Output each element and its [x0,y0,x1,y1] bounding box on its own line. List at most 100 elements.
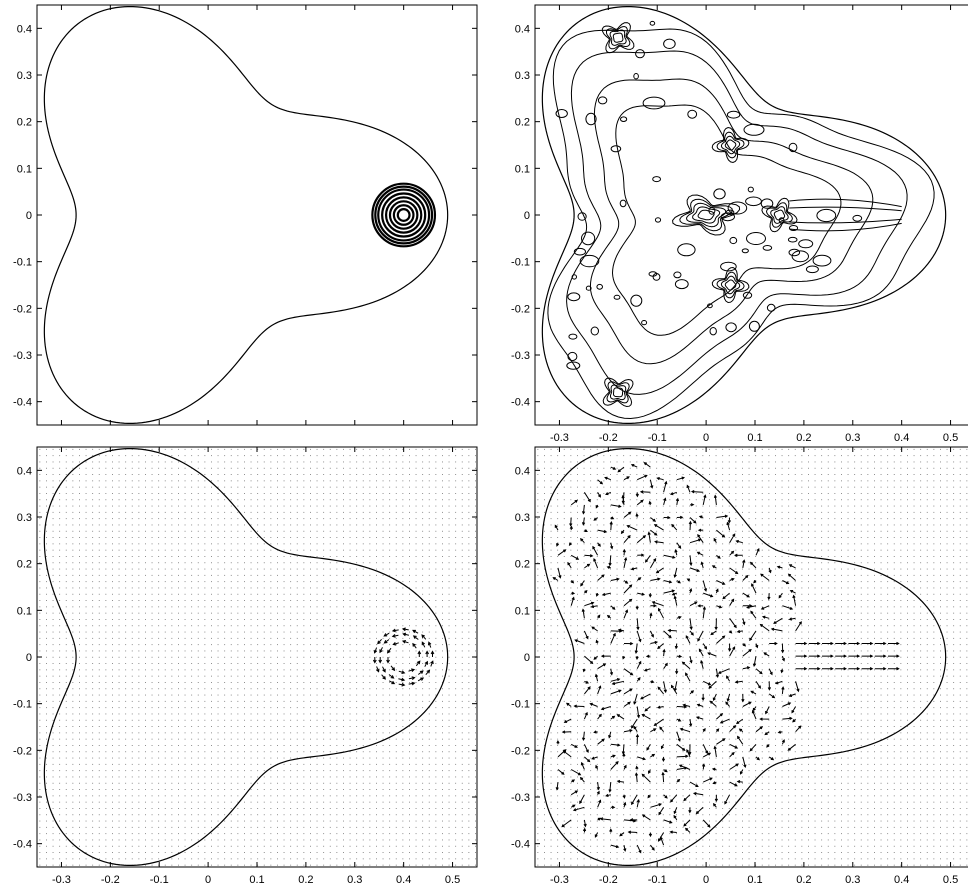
grid-dot [158,758,159,759]
grid-dot [132,827,133,828]
grid-dot [290,827,291,828]
grid-dot [537,550,538,551]
grid-dot [297,802,298,803]
grid-dot [46,707,47,708]
grid-dot [99,480,100,481]
grid-dot [270,808,271,809]
grid-dot [429,865,430,866]
grid-dot [343,657,344,658]
grid-dot [442,575,443,576]
grid-dot [270,840,271,841]
grid-dot [330,493,331,494]
grid-dot [105,758,106,759]
grid-dot [211,462,212,463]
grid-dot [350,745,351,746]
grid-dot [53,858,54,859]
grid-dot [165,676,166,677]
grid-dot [303,525,304,526]
grid-dot [369,707,370,708]
grid-dot [389,802,390,803]
grid-dot [369,531,370,532]
grid-dot [356,455,357,456]
grid-dot [343,846,344,847]
grid-dot [178,840,179,841]
grid-dot [402,531,403,532]
grid-dot [191,865,192,866]
grid-dot [231,537,232,538]
grid-dot [303,745,304,746]
grid-dot [218,745,219,746]
grid-dot [99,676,100,677]
grid-dot [343,480,344,481]
grid-dot [264,833,265,834]
grid-dot [350,726,351,727]
grid-dot [145,556,146,557]
grid-dot [376,575,377,576]
grid-dot [53,506,54,507]
grid-dot [363,531,364,532]
grid-dot [66,777,67,778]
grid-dot [455,600,456,601]
grid-dot [237,865,238,866]
grid-dot [449,821,450,822]
grid-dot [132,751,133,752]
grid-dot [462,777,463,778]
grid-dot [119,802,120,803]
grid-dot [66,770,67,771]
grid-dot [231,840,232,841]
grid-dot [231,827,232,828]
grid-dot [449,600,450,601]
grid-dot [46,543,47,544]
grid-dot [257,625,258,626]
grid-dot [284,651,285,652]
grid-dot [53,575,54,576]
grid-dot [251,726,252,727]
grid-dot [350,600,351,601]
grid-dot [138,493,139,494]
grid-dot [158,575,159,576]
grid-dot [218,726,219,727]
grid-dot [251,701,252,702]
grid-dot [369,651,370,652]
grid-dot [409,858,410,859]
grid-dot [224,808,225,809]
grid-dot [99,865,100,866]
grid-dot [46,783,47,784]
grid-dot [204,569,205,570]
grid-dot [310,632,311,633]
grid-dot [211,474,212,475]
plot-area [44,7,447,424]
grid-dot [277,827,278,828]
vector-arrow [382,675,386,679]
grid-dot [39,512,40,513]
grid-dot [244,581,245,582]
grid-dot [237,525,238,526]
grid-dot [402,632,403,633]
grid-dot [86,632,87,633]
grid-dot [178,480,179,481]
y-tick-label: 0.2 [17,559,32,571]
grid-dot [46,821,47,822]
grid-dot [178,594,179,595]
grid-dot [383,518,384,519]
grid-dot [204,814,205,815]
grid-dot [105,600,106,601]
grid-dot [270,833,271,834]
grid-dot [59,858,60,859]
grid-dot [396,455,397,456]
grid-dot [435,865,436,866]
grid-dot [284,487,285,488]
grid-dot [363,562,364,563]
grid-dot [330,707,331,708]
grid-dot [112,462,113,463]
grid-dot [72,537,73,538]
grid-dot [152,676,153,677]
grid-dot [119,512,120,513]
grid-dot [475,827,476,828]
grid-dot [86,783,87,784]
grid-dot [99,808,100,809]
grid-dot [204,833,205,834]
grid-dot [53,455,54,456]
grid-dot [277,556,278,557]
grid-dot [264,814,265,815]
